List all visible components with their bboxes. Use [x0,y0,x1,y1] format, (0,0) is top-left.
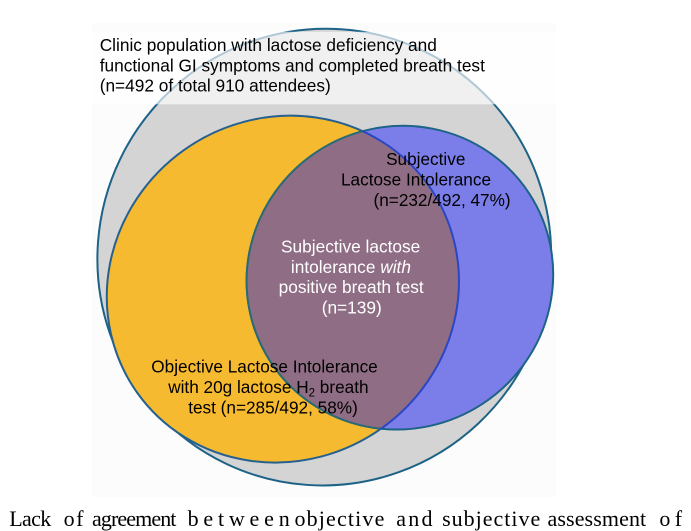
svg-text:functional GI symptoms and com: functional GI symptoms and completed bre… [100,55,485,75]
svg-text:intolerance with: intolerance with [291,257,411,277]
svg-text:Objective Lactose Intolerance: Objective Lactose Intolerance [151,357,377,377]
svg-text:(n=492 of total 910 attendees): (n=492 of total 910 attendees) [100,76,331,96]
svg-text:(n=232/492, 47%): (n=232/492, 47%) [374,190,511,210]
svg-text:Subjective: Subjective [386,149,465,169]
svg-text:(n=139): (n=139) [322,298,382,318]
svg-text:with 20g lactose H2 breath: with 20g lactose H2 breath [167,377,368,400]
svg-text:test (n=285/492, 58%): test (n=285/492, 58%) [188,397,358,417]
svg-text:Subjective lactose: Subjective lactose [281,236,420,256]
svg-text:Lactose Intolerance: Lactose Intolerance [341,169,491,189]
svg-text:Clinic population with lactose: Clinic population with lactose deficienc… [100,35,437,55]
svg-text:positive breath test: positive breath test [279,277,424,297]
